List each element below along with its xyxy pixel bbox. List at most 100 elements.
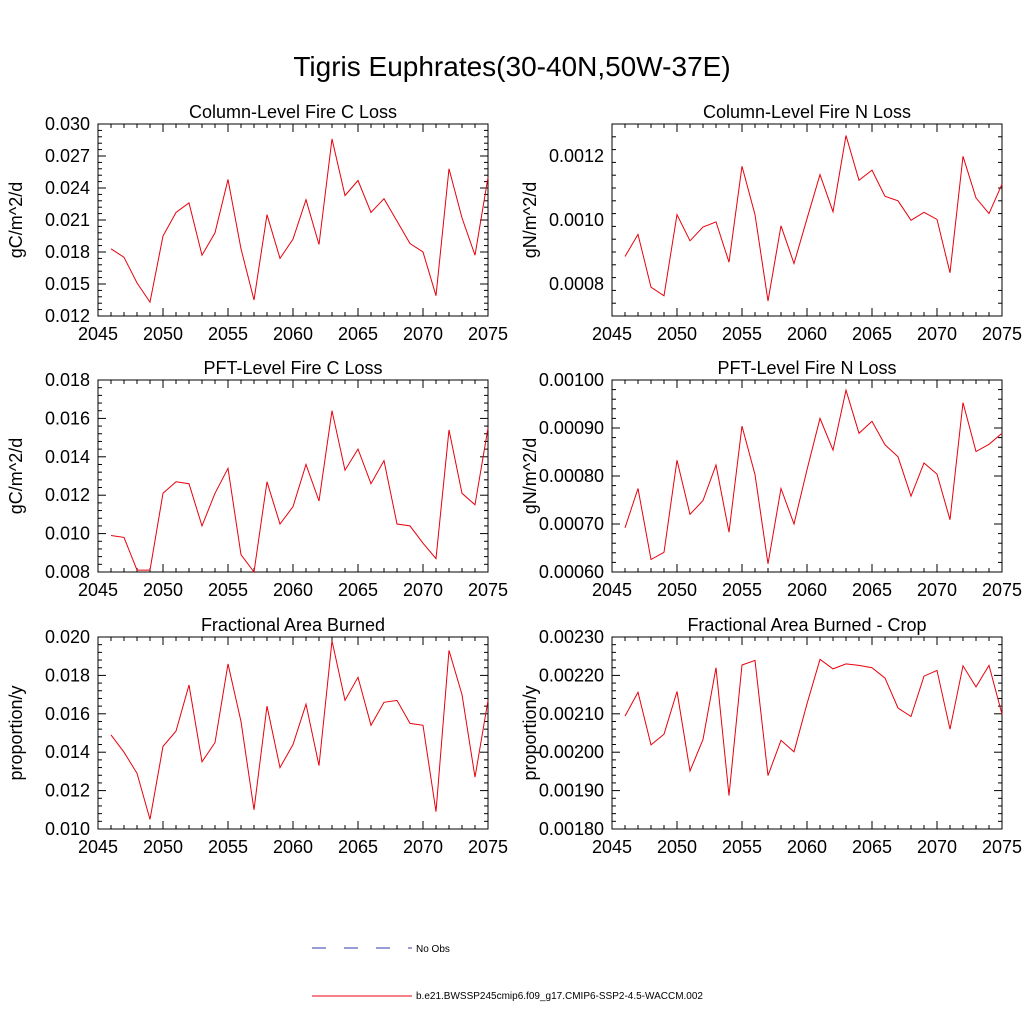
panel-3: PFT-Level Fire C Loss gC/m^2/d 2045 2050 205… xyxy=(6,358,508,600)
series-line xyxy=(624,135,1003,302)
y-tick-label: 0.00070 xyxy=(539,514,604,534)
y-tick-label: 0.0012 xyxy=(549,146,604,166)
x-tick-label: 2065 xyxy=(852,580,892,600)
x-tick-label: 2050 xyxy=(143,580,183,600)
x-tick-label: 2070 xyxy=(403,580,443,600)
panel-title: PFT-Level Fire N Loss xyxy=(717,358,896,378)
x-tick-label: 2065 xyxy=(338,837,378,857)
series-line xyxy=(110,410,489,574)
y-axis-label: proportion/y xyxy=(520,685,540,780)
x-tick-label: 2045 xyxy=(592,580,632,600)
x-tick-label: 2065 xyxy=(338,580,378,600)
y-tick-label: 0.016 xyxy=(45,704,90,724)
y-tick-label: 0.016 xyxy=(45,408,90,428)
x-tick-label: 2075 xyxy=(982,324,1022,344)
y-tick-label: 0.00060 xyxy=(539,562,604,582)
y-axis-label: gC/m^2/d xyxy=(6,438,26,514)
y-tick-label: 0.00080 xyxy=(539,466,604,486)
x-tick-label: 2050 xyxy=(657,580,697,600)
series-line xyxy=(110,138,489,304)
panel-title: Fractional Area Burned xyxy=(201,615,385,635)
x-tick-label: 2070 xyxy=(403,837,443,857)
y-tick-label: 0.027 xyxy=(45,146,90,166)
panels: Column-Level Fire C Loss gC/m^2/d 2045 2050… xyxy=(6,102,1022,857)
x-tick-label: 2075 xyxy=(982,837,1022,857)
x-tick-label: 2045 xyxy=(592,837,632,857)
y-tick-label: 0.00200 xyxy=(539,742,604,762)
x-tick-label: 2055 xyxy=(208,580,248,600)
y-tick-label: 0.00100 xyxy=(539,370,604,390)
x-tick-label: 2075 xyxy=(468,580,508,600)
x-tick-label: 2070 xyxy=(917,580,957,600)
y-tick-label: 0.012 xyxy=(45,781,90,801)
y-axis-label: proportion/y xyxy=(6,685,26,780)
x-tick-label: 2065 xyxy=(852,837,892,857)
x-tick-label: 2075 xyxy=(982,580,1022,600)
panel-title: PFT-Level Fire C Loss xyxy=(203,358,382,378)
y-tick-label: 0.010 xyxy=(45,819,90,839)
x-tick-label: 2055 xyxy=(208,837,248,857)
panel-title: Column-Level Fire C Loss xyxy=(189,102,397,122)
y-tick-label: 0.015 xyxy=(45,274,90,294)
y-tick-label: 0.018 xyxy=(45,370,90,390)
y-tick-label: 0.0010 xyxy=(549,210,604,230)
x-tick-label: 2060 xyxy=(273,580,313,600)
y-tick-label: 0.00230 xyxy=(539,627,604,647)
panel-4: PFT-Level Fire N Loss gN/m^2/d 2045 2050 205… xyxy=(520,358,1022,600)
x-tick-label: 2070 xyxy=(917,324,957,344)
plot-frame xyxy=(611,379,1003,573)
plot-frame xyxy=(97,379,489,573)
plot-frame xyxy=(97,123,489,317)
plot-frame xyxy=(611,636,1003,830)
series-line xyxy=(624,388,1003,564)
y-tick-label: 0.014 xyxy=(45,742,90,762)
x-tick-label: 2065 xyxy=(852,324,892,344)
legend-obs-label: No Obs xyxy=(416,944,450,955)
legend-model-label: b.e21.BWSSP245cmip6.f09_g17.CMIP6-SSP2-4… xyxy=(416,991,703,1002)
panel-6: Fractional Area Burned - Crop proportion/… xyxy=(520,615,1022,857)
x-tick-label: 2055 xyxy=(208,324,248,344)
x-tick-label: 2060 xyxy=(273,837,313,857)
x-tick-label: 2055 xyxy=(722,837,762,857)
x-tick-label: 2050 xyxy=(143,324,183,344)
x-tick-label: 2070 xyxy=(917,837,957,857)
x-tick-label: 2055 xyxy=(722,324,762,344)
x-tick-label: 2050 xyxy=(657,837,697,857)
x-tick-label: 2075 xyxy=(468,837,508,857)
legend: No Obs b.e21.BWSSP245cmip6.f09_g17.CMIP6… xyxy=(312,944,703,1002)
y-tick-label: 0.00220 xyxy=(539,665,604,685)
y-axis-label: gN/m^2/d xyxy=(520,182,540,258)
panel-2: Column-Level Fire N Loss gN/m^2/d 2045 2050… xyxy=(520,102,1022,344)
y-tick-label: 0.020 xyxy=(45,627,90,647)
x-tick-label: 2050 xyxy=(143,837,183,857)
y-tick-label: 0.012 xyxy=(45,306,90,326)
y-tick-label: 0.0008 xyxy=(549,274,604,294)
panel-title: Column-Level Fire N Loss xyxy=(703,102,911,122)
series-line xyxy=(624,658,1003,796)
x-tick-label: 2045 xyxy=(78,324,118,344)
y-axis-label: gC/m^2/d xyxy=(6,182,26,258)
x-tick-label: 2060 xyxy=(273,324,313,344)
x-tick-label: 2055 xyxy=(722,580,762,600)
y-tick-label: 0.00090 xyxy=(539,418,604,438)
x-tick-label: 2050 xyxy=(657,324,697,344)
x-tick-label: 2060 xyxy=(787,837,827,857)
y-tick-label: 0.021 xyxy=(45,210,90,230)
x-tick-label: 2045 xyxy=(592,324,632,344)
y-tick-label: 0.010 xyxy=(45,524,90,544)
x-tick-label: 2045 xyxy=(78,580,118,600)
plot-frame xyxy=(97,636,489,830)
y-axis-label: gN/m^2/d xyxy=(520,438,540,514)
y-tick-label: 0.012 xyxy=(45,485,90,505)
panel-title: Fractional Area Burned - Crop xyxy=(687,615,926,635)
main-title: Tigris Euphrates(30-40N,50W-37E) xyxy=(293,51,730,82)
x-tick-label: 2065 xyxy=(338,324,378,344)
y-tick-label: 0.024 xyxy=(45,178,90,198)
x-tick-label: 2060 xyxy=(787,580,827,600)
x-tick-label: 2060 xyxy=(787,324,827,344)
series-line xyxy=(110,640,489,820)
y-tick-label: 0.014 xyxy=(45,447,90,467)
x-tick-label: 2070 xyxy=(403,324,443,344)
